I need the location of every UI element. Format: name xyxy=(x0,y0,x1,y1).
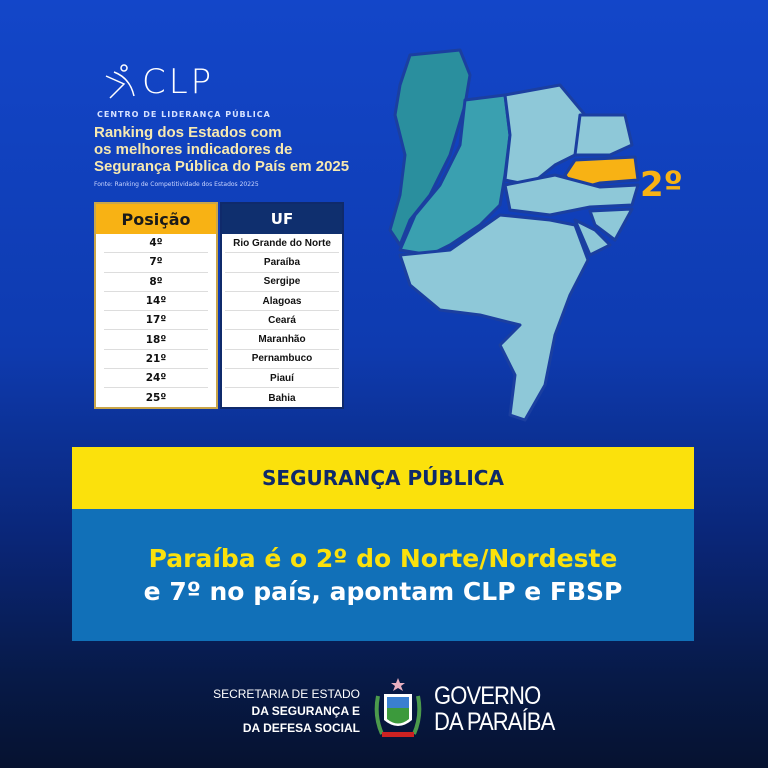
map-state-pernambuco xyxy=(503,173,640,217)
position-cell: 25º xyxy=(145,392,167,405)
position-cell: 17º xyxy=(104,311,208,331)
source-note: Fonte: Ranking de Competitividade dos Es… xyxy=(94,181,259,188)
governo-paraiba-logo: GOVERNO DA PARAÍBA xyxy=(434,682,555,736)
position-cell: 21º xyxy=(104,350,208,370)
secretaria-line: SECRETARIA DE ESTADO xyxy=(213,687,360,701)
map-state-bahia xyxy=(398,213,590,422)
state-cell: Rio Grande do Norte xyxy=(225,234,339,254)
clp-subtitle: CENTRO DE LIDERANÇA PÚBLICA xyxy=(97,110,271,119)
paraiba-rank-label: 2º xyxy=(640,165,683,205)
state-cell: Bahia xyxy=(268,392,296,404)
state-cell: Pernambuco xyxy=(225,350,339,370)
northeast-map xyxy=(388,48,640,422)
state-cell: Sergipe xyxy=(225,273,339,292)
state-cell: Ceará xyxy=(225,311,339,331)
position-column: Posição 4º 7º 8º 14º 17º 18º 21º 24º 25º xyxy=(94,202,218,409)
clp-logo: CLP xyxy=(100,62,214,102)
state-cell: Maranhão xyxy=(225,330,339,350)
ranking-title-line: Segurança Pública do País em 2025 xyxy=(94,158,350,175)
ranking-title: Ranking dos Estados com os melhores indi… xyxy=(94,124,384,175)
state-cell: Piauí xyxy=(225,369,339,389)
ranking-title-line: os melhores indicadores de xyxy=(94,141,293,158)
clp-logo-text: CLP xyxy=(142,62,215,102)
state-cell: Paraíba xyxy=(225,253,339,273)
state-header: UF xyxy=(222,204,342,234)
map-state-maranhao xyxy=(388,48,472,247)
map-state-ceara xyxy=(503,83,587,187)
paraiba-coat-of-arms-icon xyxy=(374,678,422,737)
secretaria-line: DA SEGURANÇA E xyxy=(251,704,360,718)
governo-line: GOVERNO xyxy=(434,682,541,710)
position-cell: 4º xyxy=(104,234,208,254)
secretaria-text: SECRETARIA DE ESTADO DA SEGURANÇA E DA D… xyxy=(170,686,360,737)
position-cell: 24º xyxy=(104,369,208,389)
state-column: UF Rio Grande do Norte Paraíba Sergipe Alag… xyxy=(220,202,344,409)
map-state-sergipe xyxy=(573,218,612,257)
governo-line: DA PARAÍBA xyxy=(434,708,555,736)
position-cell: 14º xyxy=(104,292,208,312)
position-cell: 8º xyxy=(104,273,208,292)
ranking-title-line: Ranking dos Estados com xyxy=(94,124,282,141)
headline-line-1: Paraíba é o 2º do Norte/Nordeste xyxy=(148,544,618,573)
position-header: Posição xyxy=(96,204,216,234)
headline-line-2: e 7º no país, apontam CLP e FBSP xyxy=(143,577,623,606)
headline-banner: Paraíba é o 2º do Norte/Nordeste e 7º no… xyxy=(72,509,694,641)
map-state-alagoas xyxy=(588,207,634,242)
clp-figure-icon xyxy=(105,64,135,99)
category-label: SEGURANÇA PÚBLICA xyxy=(262,466,504,490)
state-cell: Alagoas xyxy=(225,292,339,312)
category-banner: SEGURANÇA PÚBLICA xyxy=(72,447,694,509)
position-cell: 18º xyxy=(104,330,208,350)
position-cell: 7º xyxy=(104,253,208,273)
map-state-rn xyxy=(573,113,634,157)
secretaria-line: DA DEFESA SOCIAL xyxy=(242,721,360,735)
